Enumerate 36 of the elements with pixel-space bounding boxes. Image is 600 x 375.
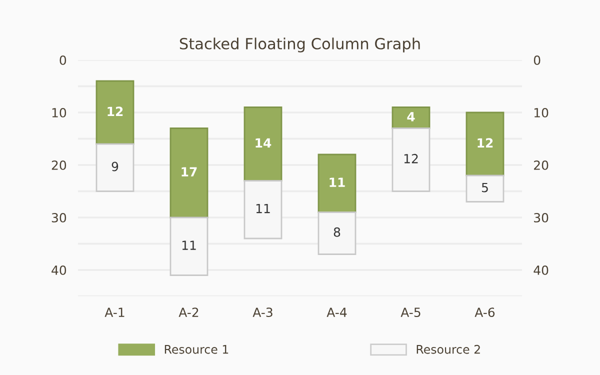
x-tick-label: A-1 — [104, 308, 124, 317]
data-label: 5 — [482, 182, 488, 192]
x-tick-label: A-6 — [474, 308, 495, 318]
data-label: 12 — [108, 106, 123, 116]
bar — [244, 106, 282, 182]
data-label: 4 — [407, 112, 415, 122]
legend-label: Resource 2 — [416, 344, 480, 354]
bar — [96, 80, 134, 145]
data-label: 12 — [404, 154, 418, 164]
chart-title: Stacked Floating Column Graph — [180, 38, 420, 52]
data-label: 12 — [478, 138, 493, 148]
bar — [318, 154, 356, 213]
data-label: 14 — [256, 138, 272, 148]
y-tick-label: 40 — [52, 265, 66, 275]
data-label: 11 — [330, 178, 345, 187]
y2-tick-label: 10 — [534, 108, 548, 118]
data-label: 11 — [182, 240, 196, 250]
x-tick-label: A-3 — [252, 308, 272, 318]
bar — [466, 112, 504, 176]
x-tick-label: A-4 — [326, 308, 347, 317]
bar — [170, 128, 208, 218]
y-tick-label: 10 — [52, 108, 66, 118]
data-label: 17 — [182, 167, 197, 176]
data-label: 11 — [256, 204, 270, 214]
y2-tick-label: 20 — [534, 160, 548, 170]
y-tick-label: 0 — [60, 55, 66, 65]
legend-label: Resource 1 — [164, 345, 228, 354]
y2-tick-label: 40 — [534, 265, 548, 275]
y-tick-label: 20 — [52, 160, 66, 170]
data-label: 8 — [334, 227, 340, 237]
x-tick-label: A-5 — [400, 308, 420, 318]
x-tick-label: A-2 — [178, 308, 198, 317]
y-tick-label: 30 — [52, 212, 66, 222]
y2-tick-label: 0 — [534, 55, 540, 65]
data-label: 9 — [112, 162, 118, 172]
y2-tick-label: 30 — [534, 212, 548, 222]
